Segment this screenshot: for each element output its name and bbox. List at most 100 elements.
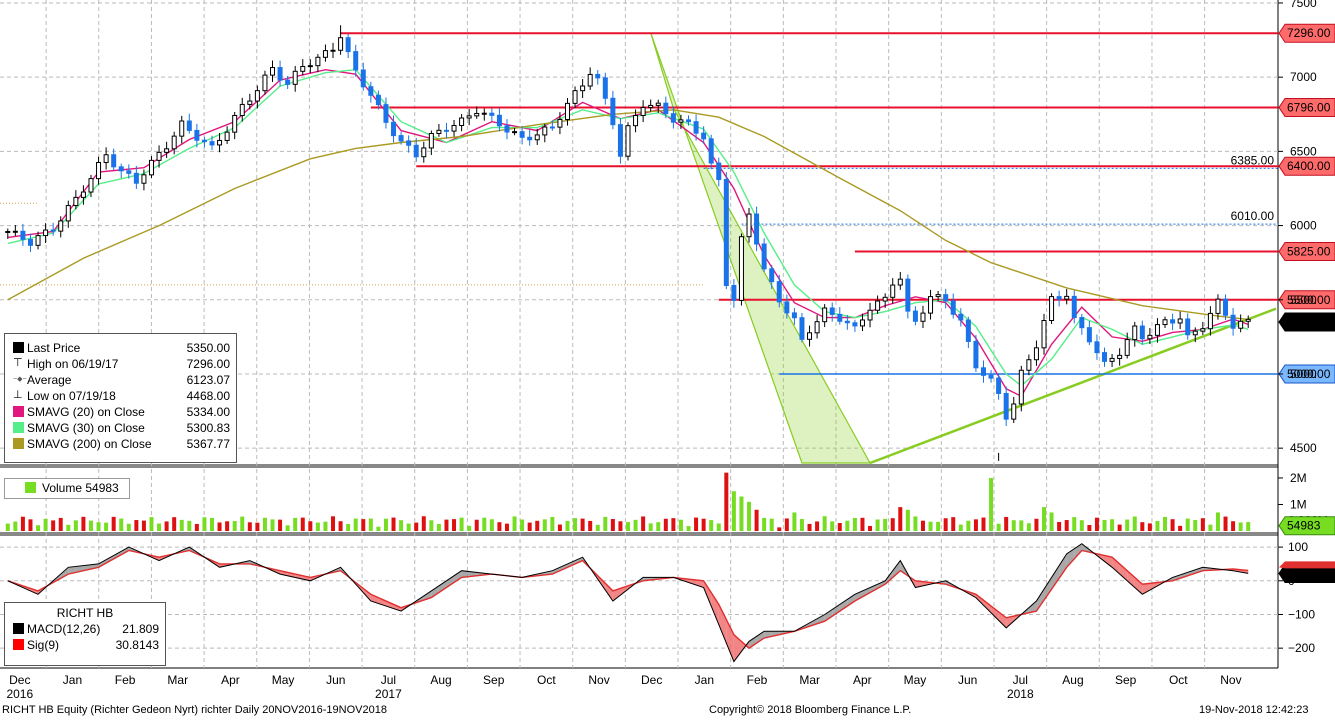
volume-bar <box>595 524 600 531</box>
candle-body <box>489 112 495 116</box>
macd-fill <box>1172 574 1181 581</box>
volume-legend-label: Volume 54983 <box>42 481 119 495</box>
volume-bar <box>1208 524 1213 531</box>
volume-bar <box>936 521 941 531</box>
candle-body <box>96 161 102 180</box>
macd-fill <box>718 604 727 644</box>
year-tick-label: 2018 <box>1007 687 1034 701</box>
volume-bar <box>504 523 509 531</box>
level-tag <box>1278 242 1335 262</box>
volume-bar <box>527 522 532 531</box>
candle-body <box>421 147 427 158</box>
macd-fill <box>854 590 863 601</box>
volume-bar <box>656 522 661 531</box>
macd-fill <box>1180 572 1188 579</box>
volume-bar <box>1125 519 1130 531</box>
candle-body <box>73 196 79 207</box>
candle-body <box>58 220 64 232</box>
volume-bar <box>1094 517 1099 531</box>
candle-body <box>746 213 752 238</box>
volume-tick-label: 2M <box>1290 471 1307 485</box>
volume-bar <box>1215 512 1220 531</box>
volume-bar <box>300 517 305 531</box>
macd-tick-label: −200 <box>1288 641 1315 655</box>
candle-body <box>1154 324 1160 336</box>
macd-fill <box>1195 567 1203 574</box>
candle-body <box>1147 334 1153 340</box>
macd-line <box>7 543 1249 663</box>
volume-bar <box>610 518 615 531</box>
legend-row: ⊤ High on 06/19/17 7296.00 <box>5 356 236 372</box>
candle-body <box>572 90 578 104</box>
low-marker-icon: ⊥ <box>13 389 23 401</box>
macd-fill <box>454 570 462 583</box>
candle-body <box>12 230 18 233</box>
candle-body <box>141 174 147 184</box>
macd-fill <box>756 631 765 644</box>
candle-body <box>148 159 154 176</box>
volume-bar <box>225 521 230 531</box>
price-tick-label: 4500 <box>1290 441 1317 455</box>
price-tick-label: 5500 <box>1290 293 1317 307</box>
month-tick-label: Feb <box>115 673 136 687</box>
series-swatch <box>13 623 24 634</box>
volume-bar <box>905 509 910 531</box>
high-marker-icon: ⊤ <box>13 357 23 369</box>
candle-body <box>171 135 177 150</box>
macd-fill <box>1142 583 1150 595</box>
candle-body <box>761 243 767 270</box>
legend-value: 30.8143 <box>115 638 159 652</box>
candle-body <box>1215 298 1221 314</box>
candle-body <box>443 129 449 132</box>
volume-bar <box>618 521 623 531</box>
candle-body <box>1109 357 1115 362</box>
volume-panel: 1M2M0.393M54983 <box>5 471 1335 536</box>
legend-row: SMAVG (30) on Close 5300.83 <box>5 420 236 436</box>
price-tick-label: 6000 <box>1290 219 1317 233</box>
candle-body <box>1033 347 1039 361</box>
candle-body <box>322 50 328 58</box>
candle-body <box>80 191 86 198</box>
candle-body <box>912 310 918 322</box>
volume-last-tag-label: 54983 <box>1287 519 1321 533</box>
candle-body <box>512 131 518 134</box>
macd-fill <box>1028 601 1037 613</box>
macd-fill <box>832 604 840 617</box>
candle-body <box>973 340 979 369</box>
candle-body <box>1086 327 1092 343</box>
candle-body <box>1192 330 1198 336</box>
candle-body <box>731 285 737 301</box>
volume-bar <box>28 519 33 531</box>
volume-bar <box>179 519 184 531</box>
volume-bar <box>13 521 18 531</box>
volume-bar <box>43 518 48 531</box>
candle-body <box>179 120 185 137</box>
macd-fill <box>1006 616 1014 628</box>
level-tag <box>1278 312 1335 332</box>
candle-body <box>837 313 843 322</box>
volume-bar <box>1004 516 1009 531</box>
volume-bar <box>436 523 441 531</box>
level-tag <box>1278 290 1335 310</box>
candle-body <box>882 296 888 302</box>
volume-bar <box>845 520 850 531</box>
legend-row: MACD(12,26) 21.809 <box>5 621 165 637</box>
candle-body <box>633 114 639 127</box>
month-tick-label: Oct <box>1169 673 1188 687</box>
legend-row: Volume 54983 <box>5 480 129 496</box>
candle-body <box>807 332 813 340</box>
candle-body <box>496 114 502 127</box>
volume-bar <box>232 521 237 531</box>
volume-bar <box>973 519 978 531</box>
legend-label: MACD(12,26) <box>27 622 101 636</box>
candle-body <box>504 125 510 133</box>
legend-value: 4468.00 <box>186 389 230 403</box>
candle-body <box>648 104 654 109</box>
volume-bar <box>88 520 93 531</box>
month-tick-label: Oct <box>537 673 556 687</box>
candle-body <box>1245 318 1251 322</box>
candle-body <box>209 141 215 146</box>
macd-fill <box>749 636 757 649</box>
legend-row: Sig(9) 30.8143 <box>5 637 165 653</box>
candle-body <box>1041 320 1047 349</box>
